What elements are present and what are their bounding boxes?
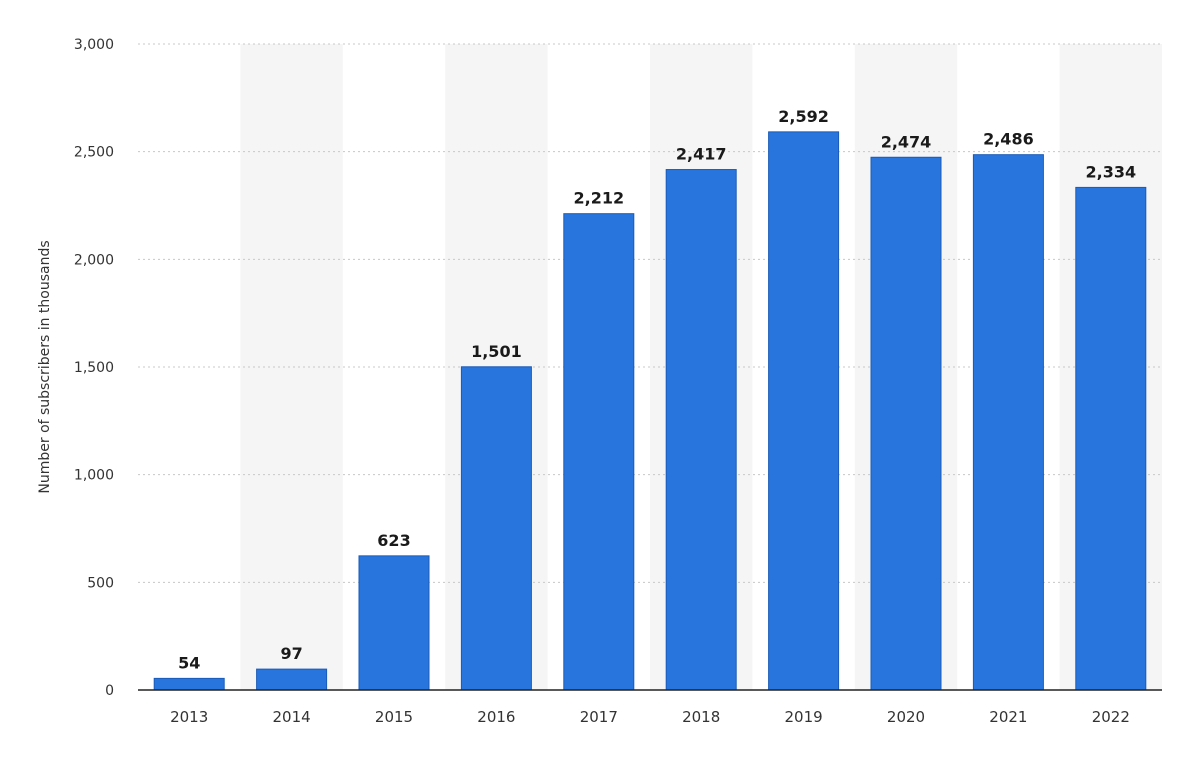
data-label-2015: 623 [377,531,410,550]
bar-2019[interactable] [768,131,840,691]
y-axis-title: Number of subscribers in thousands [37,240,53,493]
x-tick-label-2018: 2018 [682,708,720,726]
bar-2018[interactable] [665,169,737,691]
data-labels: 54 97 623 1,501 2,212 2,417 2,592 2,474 2,486 2,3… [178,107,1136,673]
data-label-2014: 97 [280,644,302,663]
x-tick-label-2019: 2019 [785,708,823,726]
x-tick-label-2021: 2021 [989,708,1027,726]
y-tick-label-2500: 2,500 [74,145,114,161]
x-tick-label-2016: 2016 [477,708,515,726]
bars [153,131,1147,691]
bar-2021[interactable] [972,154,1044,691]
x-tick-label-2014: 2014 [273,708,311,726]
data-label-2016: 1,501 [471,342,522,361]
data-label-2020: 2,474 [881,132,932,151]
data-label-2013: 54 [178,653,200,672]
band-2014 [240,44,343,690]
y-axis-ticks: 0 500 1,000 1,500 2,000 2,500 3,000 [74,37,114,699]
gridlines [138,43,1162,583]
y-tick-label-0: 0 [105,683,114,699]
data-label-2019: 2,592 [778,107,829,126]
data-label-2017: 2,212 [573,189,624,208]
bar-2020[interactable] [870,156,942,691]
y-tick-label-3000: 3,000 [74,37,114,53]
data-label-2018: 2,417 [676,145,727,164]
y-tick-label-500: 500 [87,575,114,591]
bar-2013[interactable] [153,677,225,691]
data-label-2022: 2,334 [1085,162,1136,181]
data-label-2021: 2,486 [983,130,1034,149]
x-tick-label-2013: 2013 [170,708,208,726]
bar-2014[interactable] [256,668,328,691]
y-tick-label-2000: 2,000 [74,252,114,268]
x-tick-label-2020: 2020 [887,708,925,726]
y-tick-label-1000: 1,000 [74,468,114,484]
x-tick-label-2015: 2015 [375,708,413,726]
bar-2022[interactable] [1075,186,1147,691]
x-tick-label-2017: 2017 [580,708,618,726]
bar-2015[interactable] [358,555,430,691]
bar-2017[interactable] [563,213,635,691]
x-axis-ticks: 2013 2014 2015 2016 2017 2018 2019 2020 2021 2022 [170,708,1130,726]
y-tick-label-1500: 1,500 [74,360,114,376]
bar-2016[interactable] [460,366,532,691]
x-tick-label-2022: 2022 [1092,708,1130,726]
